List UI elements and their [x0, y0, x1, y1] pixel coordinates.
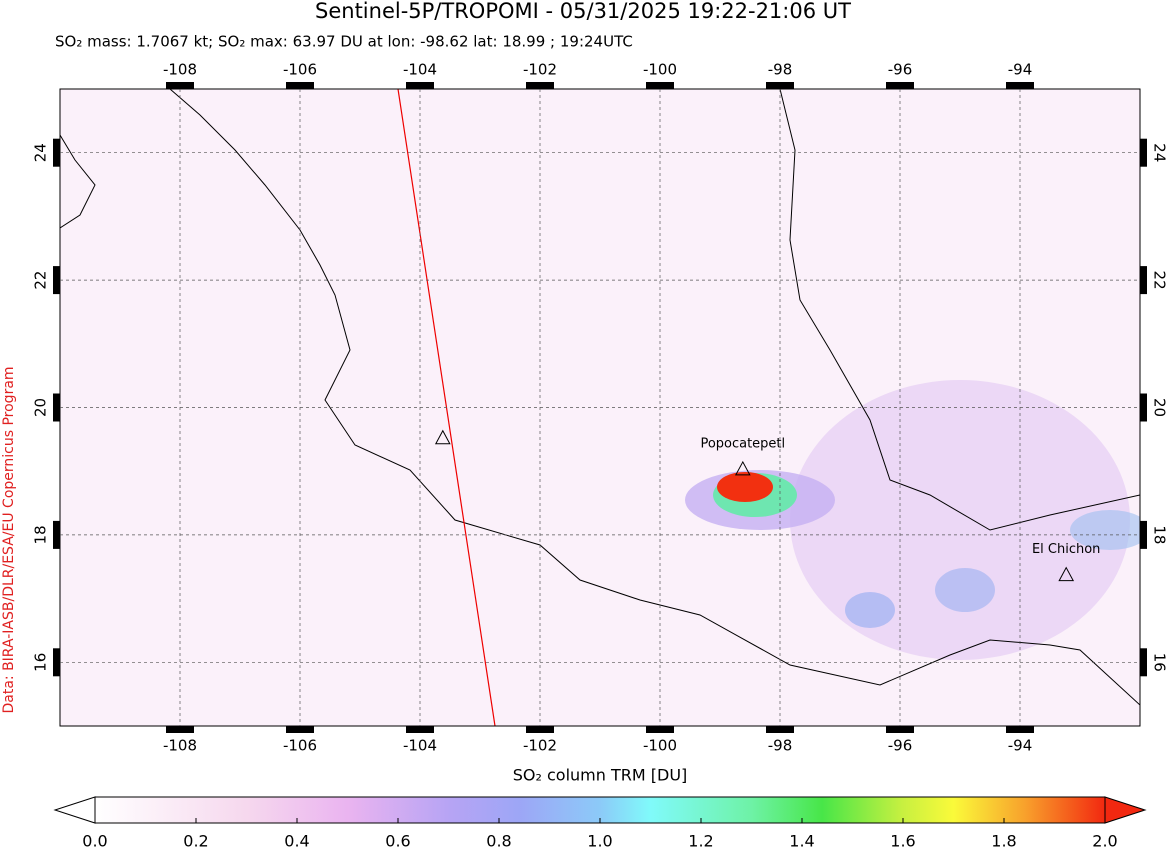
colorbar-tick-label: 1.0: [587, 832, 612, 851]
y-tick-label: 18: [1151, 525, 1166, 544]
x-tick-label: -106: [283, 61, 317, 79]
x-tick-label: -94: [1008, 61, 1033, 79]
tick-bar: [886, 82, 914, 89]
tick-bar: [1140, 138, 1147, 167]
so2-field: [685, 380, 1140, 660]
colorbar-over: [1104, 796, 1147, 824]
x-tick-label: -94: [1008, 737, 1033, 755]
x-tick-label: -102: [523, 61, 557, 79]
tick-bar: [286, 82, 314, 89]
colorbar-tick-label: 1.4: [789, 832, 814, 851]
y-tick-label: 16: [1151, 653, 1166, 672]
tick-bar: [1140, 648, 1147, 677]
x-tick-label: -96: [888, 61, 913, 79]
tick-bar: [53, 266, 60, 295]
tick-bar: [766, 726, 794, 733]
x-tick-label: -98: [768, 61, 793, 79]
baja-coast: [60, 134, 96, 229]
tick-bar: [406, 726, 434, 733]
volcano: [434, 429, 451, 445]
colorbar-tick-label: 1.8: [991, 832, 1016, 851]
tick-bar: [526, 726, 554, 733]
so2-haze: [935, 568, 995, 612]
x-tick-label: -102: [523, 737, 557, 755]
tick-bar: [53, 138, 60, 167]
tick-bar: [1140, 266, 1147, 295]
tick-bar: [406, 82, 434, 89]
tick-bar: [646, 726, 674, 733]
x-tick-label: -106: [283, 737, 317, 755]
tick-bar: [1140, 393, 1147, 422]
so2-haze: [790, 380, 1130, 660]
colorbar-tick-label: 0.6: [385, 832, 410, 851]
colorbar-tick-label: 0.4: [284, 832, 309, 851]
tick-bar: [766, 82, 794, 89]
so2-plume-core: [717, 472, 773, 502]
colorbar-tick-label: 0.2: [183, 832, 208, 851]
x-tick-label: -96: [888, 737, 913, 755]
colorbar-tick-label: 0.8: [486, 832, 511, 851]
x-tick-label: -108: [163, 61, 197, 79]
volcano: [734, 460, 751, 476]
tick-bar: [526, 82, 554, 89]
tick-bar: [53, 520, 60, 549]
tick-bar: [646, 82, 674, 89]
so2-haze: [1070, 510, 1140, 550]
tick-bar: [53, 648, 60, 677]
tick-bar: [286, 726, 314, 733]
tick-bar: [53, 393, 60, 422]
colorbar-tick-label: 1.6: [890, 832, 915, 851]
y-tick-label: 16: [32, 653, 50, 672]
colorbar-tick-label: 2.0: [1092, 832, 1117, 851]
colorbar-tick-label: 1.2: [688, 832, 713, 851]
x-tick-label: -100: [643, 61, 677, 79]
x-tick-label: -108: [163, 737, 197, 755]
y-tick-label: 24: [1151, 143, 1166, 162]
credit: Data: BIRA-IASB/DLR/ESA/EU Copernicus Pr…: [1, 366, 17, 713]
pacific-coast: [169, 89, 1140, 706]
y-tick-label: 22: [32, 271, 50, 290]
coastline: [60, 89, 1140, 706]
tick-bar: [1006, 82, 1034, 89]
tick-bar: [886, 726, 914, 733]
so2-haze: [845, 592, 895, 628]
tick-bar: [1006, 726, 1034, 733]
y-tick-label: 22: [1151, 271, 1166, 290]
tick-bar: [166, 726, 194, 733]
volcano: [1058, 566, 1075, 582]
colorbar-under: [53, 796, 96, 824]
title: Sentinel-5P/TROPOMI - 05/31/2025 19:22-2…: [315, 0, 851, 23]
volcano-label: Popocatepetl: [700, 436, 785, 451]
x-tick-label: -98: [768, 737, 793, 755]
y-tick-label: 20: [1151, 398, 1166, 417]
tick-bar: [1140, 520, 1147, 549]
y-tick-label: 18: [32, 525, 50, 544]
tick-bar: [166, 82, 194, 89]
gulf-coast: [779, 89, 1140, 531]
colorbar-tick-label: 0.0: [82, 832, 107, 851]
x-tick-label: -104: [403, 61, 437, 79]
subtitle: SO₂ mass: 1.7067 kt; SO₂ max: 63.97 DU a…: [55, 33, 633, 51]
colorbar-label: SO₂ column TRM [DU]: [513, 766, 688, 785]
y-tick-label: 24: [32, 143, 50, 162]
x-tick-label: -104: [403, 737, 437, 755]
volcano-label: El Chichon: [1032, 542, 1100, 557]
y-tick-label: 20: [32, 398, 50, 417]
x-tick-label: -100: [643, 737, 677, 755]
